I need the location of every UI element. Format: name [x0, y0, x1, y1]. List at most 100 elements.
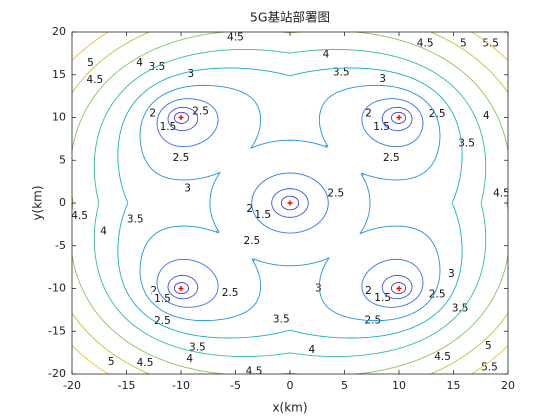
contour-line [156, 98, 424, 308]
contour-label: 4 [483, 110, 490, 122]
x-tick-label: 0 [287, 379, 294, 392]
contour-label-bg [135, 55, 144, 68]
contour-label: 1.5 [373, 121, 390, 133]
contour-label-bg [219, 285, 241, 298]
station [287, 200, 293, 206]
contour-label: 3.5 [452, 302, 469, 314]
contour-label: 5 [485, 340, 492, 352]
contour-label-bg [321, 47, 331, 60]
contour-label-bg [186, 67, 196, 80]
x-tick-label: 10 [392, 379, 406, 392]
contour-label-bg [490, 186, 508, 199]
contour-label: 4.5 [71, 210, 88, 222]
contour-label: 5.5 [482, 37, 499, 49]
contour-label: 2.5 [154, 315, 171, 327]
y-tick-label: 5 [59, 153, 66, 166]
contour-label: 1.5 [374, 292, 391, 304]
contour-label: 3.5 [333, 66, 350, 78]
contour-label: 2.5 [173, 152, 190, 164]
contour-line [71, 31, 509, 375]
station [178, 286, 184, 291]
contour-label-bg [149, 284, 158, 297]
contour-label-bg [245, 202, 254, 215]
contour-label-bg [459, 36, 468, 49]
contour-label-bg [426, 287, 448, 300]
contour-label: 1.5 [254, 209, 271, 221]
contour-label: 2.5 [222, 287, 239, 299]
contour-label: 5 [108, 356, 115, 368]
contour-label-bg [151, 291, 174, 304]
contour-label-bg [183, 181, 192, 194]
contour-label: 2.5 [429, 289, 446, 301]
contour-label: 5 [87, 57, 94, 69]
contour-label: 2 [365, 107, 372, 119]
contour-label: 3.5 [149, 61, 166, 73]
contour-label-bg [362, 313, 384, 326]
contour-label-bg [106, 355, 116, 368]
contour-label: 3 [184, 183, 191, 195]
contour-label-bg [484, 338, 493, 351]
x-tick-label: -20 [63, 379, 81, 392]
contour-label-bg [84, 73, 106, 86]
contour-label-bg [378, 72, 387, 85]
x-axis-label: x(km) [272, 401, 307, 415]
contour-label-bg [72, 208, 91, 221]
contour-label: 4 [136, 57, 143, 69]
contour-label: 2 [150, 285, 157, 297]
contour-label-bg [185, 351, 194, 364]
y-tick-label: 15 [52, 68, 66, 81]
contour-label-bg [325, 186, 347, 199]
contour-label-bg [148, 106, 157, 119]
contour-line [71, 31, 509, 375]
contour-label-bg [414, 36, 436, 49]
contour-label: 2.5 [429, 108, 446, 120]
contour-label-bg [189, 104, 212, 117]
contour-label-bg [224, 32, 247, 43]
contour-label-bg [241, 233, 263, 246]
contour-label: 4 [186, 353, 193, 365]
station [178, 115, 184, 120]
contour-label-bg [449, 301, 471, 314]
contour-label-bg [364, 106, 373, 119]
y-tick-label: -5 [55, 239, 66, 252]
contour-label: 3 [187, 68, 194, 80]
contour-label: 5.5 [481, 361, 498, 373]
contour-line [71, 31, 509, 375]
contour-label: 4.5 [246, 366, 263, 378]
contour-label: 4.5 [434, 351, 451, 363]
contour-label-bg [170, 150, 192, 163]
contour-label-bg [252, 208, 274, 221]
station [396, 115, 402, 120]
contour-label: 3.5 [127, 213, 144, 225]
x-tick-label: -15 [118, 379, 136, 392]
contour-label-bg [478, 360, 501, 373]
x-tick-label: 15 [447, 379, 461, 392]
contour-label: 2.5 [243, 235, 260, 247]
contour-label-bg [314, 281, 323, 294]
contour-label: 5 [460, 37, 467, 49]
contour-label-bg [86, 55, 95, 68]
y-axis-label: y(km) [31, 185, 45, 220]
contour-label: 4 [308, 344, 315, 356]
contour-label-bg [481, 108, 491, 121]
contour-line [167, 106, 413, 300]
contour-label-bg [124, 212, 146, 225]
x-tick-label: -5 [230, 379, 241, 392]
contour-label: 1.5 [160, 121, 177, 133]
contour-label-bg [426, 107, 448, 120]
contour-label: 4.5 [137, 357, 154, 369]
contour-line [93, 49, 487, 357]
contour-label: 2 [149, 107, 156, 119]
y-tick-label: 20 [52, 25, 66, 38]
contour-line [173, 111, 407, 295]
contour-label: 4 [323, 48, 330, 60]
contour-label: 3 [379, 73, 386, 85]
contour-label: 2 [246, 203, 253, 215]
contour-label: 3.5 [273, 313, 290, 325]
contour-label-bg [479, 36, 502, 49]
contour-label-bg [447, 267, 456, 280]
contour-label: 4.5 [227, 31, 244, 43]
x-tick-label: 20 [501, 379, 515, 392]
